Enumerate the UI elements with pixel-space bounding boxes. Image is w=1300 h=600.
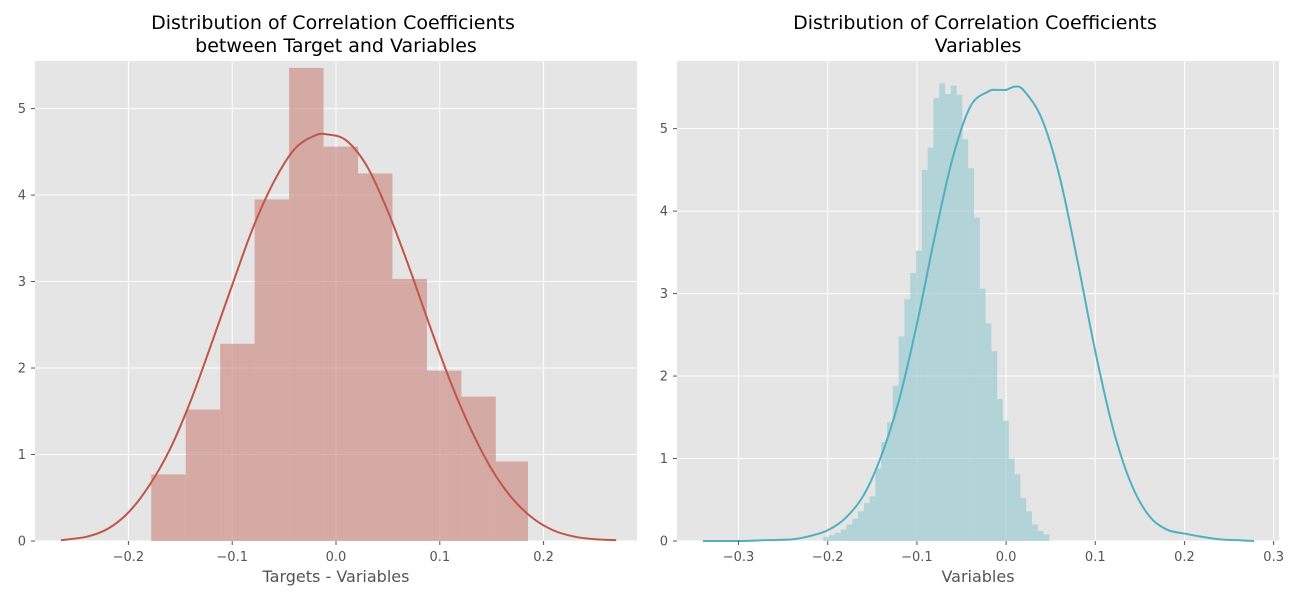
x-tick-label: −0.3 — [723, 550, 755, 565]
chart-title-line-2: Variables — [935, 35, 1022, 57]
histogram-bar — [829, 535, 835, 541]
chart-variables-correlation: −0.3 −0.2 −0.1 0.0 0.1 0.2 0.3 0 1 2 3 4 5 Distribut… — [660, 12, 1284, 586]
y-tick-label: 4 — [18, 189, 26, 204]
x-tick-label: −0.1 — [216, 550, 248, 565]
histogram-bar — [823, 536, 830, 541]
x-tick-label: 0.2 — [533, 550, 554, 565]
y-tick-label: 3 — [660, 287, 668, 302]
y-tick-label: 5 — [660, 122, 668, 137]
x-axis-label: Targets - Variables — [262, 567, 410, 586]
histogram-bar — [1002, 420, 1009, 541]
histogram-bar — [939, 83, 946, 542]
histogram-bars — [151, 67, 529, 542]
histogram-bar — [904, 299, 911, 541]
histogram-bar — [892, 385, 899, 541]
histogram-bar — [392, 278, 427, 541]
y-tick-label: 1 — [18, 448, 26, 463]
histogram-bar — [991, 351, 998, 541]
histogram-bar — [863, 503, 870, 541]
histogram-bar — [426, 370, 462, 541]
histogram-bar — [950, 85, 957, 541]
histogram-bar — [834, 532, 841, 541]
y-tick-label: 3 — [18, 275, 26, 290]
y-tick-label: 0 — [660, 535, 668, 550]
histogram-bar — [979, 288, 986, 541]
histogram-bar — [1008, 458, 1015, 541]
histogram-bar — [852, 518, 859, 541]
chart-title-line-1: Distribution of Correlation Coefficients — [793, 12, 1157, 34]
histogram-bar — [927, 147, 934, 541]
histogram-bar — [985, 323, 992, 541]
histogram-bar — [910, 272, 917, 541]
histogram-bar — [898, 336, 905, 541]
x-axis-label: Variables — [941, 567, 1014, 586]
histogram-bar — [881, 442, 888, 541]
histogram-bar — [358, 173, 393, 541]
kde-curve — [60, 132, 617, 542]
x-tick-label: −0.2 — [812, 550, 844, 565]
histogram-bar — [921, 169, 928, 542]
histogram-bar — [875, 468, 882, 541]
histogram-bar — [1043, 534, 1050, 541]
histogram-bar — [1014, 474, 1021, 541]
axis-ticks: −0.3 −0.2 −0.1 0.0 0.1 0.2 0.3 0 1 2 3 4 5 — [660, 122, 1284, 565]
kde-curve — [702, 85, 1255, 543]
histogram-bar — [858, 511, 864, 541]
y-tick-label: 1 — [660, 452, 668, 467]
x-tick-label: −0.1 — [901, 550, 933, 565]
x-tick-label: 0.0 — [326, 550, 347, 565]
histogram-bar — [916, 250, 922, 541]
histogram-bar — [1031, 524, 1038, 541]
histogram-bar — [956, 94, 963, 542]
histogram-bar — [869, 496, 876, 541]
histogram-bar — [887, 422, 893, 541]
histogram-bar — [185, 409, 221, 541]
chart-title-line-2: between Target and Variables — [195, 35, 477, 57]
x-tick-label: 0.1 — [429, 550, 450, 565]
y-tick-label: 4 — [660, 205, 668, 220]
y-tick-label: 2 — [18, 362, 26, 377]
histogram-bar — [289, 67, 324, 542]
histogram-bar — [1026, 511, 1032, 541]
histogram-bar — [151, 474, 186, 541]
x-tick-label: 0.1 — [1085, 550, 1106, 565]
y-tick-label: 0 — [18, 535, 26, 550]
histogram-bars — [823, 83, 1050, 542]
histogram-bar — [220, 343, 255, 541]
histogram-bar — [933, 98, 940, 541]
chart-title: Distribution of Correlation Coefficients… — [151, 12, 521, 57]
axis-ticks: −0.2 −0.1 0.0 0.1 0.2 0 1 2 3 4 5 — [18, 102, 554, 565]
histogram-bar — [840, 529, 847, 541]
x-tick-label: 0.3 — [1263, 550, 1284, 565]
x-tick-label: 0.2 — [1174, 550, 1195, 565]
x-tick-label: 0.0 — [996, 550, 1017, 565]
histogram-bar — [846, 524, 853, 541]
histogram-bar — [968, 168, 974, 541]
histogram-bar — [495, 461, 529, 541]
histogram-bar — [973, 217, 980, 541]
histogram-bar — [997, 399, 1003, 541]
histogram-bar — [945, 93, 951, 542]
histogram-bar — [1020, 498, 1027, 541]
histogram-bar — [323, 146, 359, 541]
histogram-bar — [254, 199, 290, 542]
x-tick-label: −0.2 — [113, 550, 145, 565]
y-tick-label: 2 — [660, 370, 668, 385]
chart-title-line-1: Distribution of Correlation Coefficients — [151, 12, 515, 34]
chart-title: Distribution of Correlation Coefficients… — [793, 12, 1163, 57]
chart-target-variables-correlation: −0.2 −0.1 0.0 0.1 0.2 0 1 2 3 4 5 Distribution of … — [18, 12, 637, 586]
histogram-bar — [1037, 531, 1044, 541]
y-tick-label: 5 — [18, 102, 26, 117]
histogram-bar — [962, 139, 969, 541]
